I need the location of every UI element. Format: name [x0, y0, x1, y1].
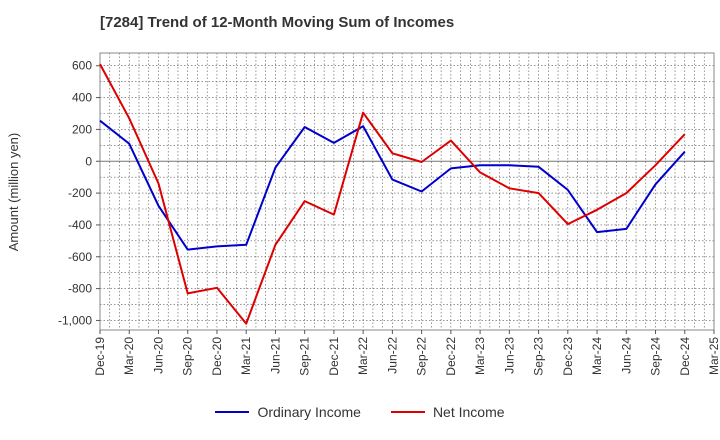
- y-tick-label: -1,000: [58, 313, 92, 327]
- x-tick-label: Sep-21: [298, 337, 312, 376]
- x-tick-label: Sep-20: [181, 337, 195, 376]
- x-tick-label: Jun-21: [268, 337, 282, 374]
- legend-label: Net Income: [432, 404, 505, 420]
- x-tick-label: Mar-20: [122, 337, 136, 375]
- legend-item-1: Ordinary Income: [215, 404, 361, 420]
- x-tick-label: Mar-25: [707, 337, 720, 375]
- x-tick-label: Sep-22: [415, 337, 429, 376]
- x-tick-label: Sep-24: [649, 337, 663, 376]
- y-tick-label: -800: [68, 282, 92, 296]
- x-tick-label: Mar-24: [590, 337, 604, 375]
- x-tick-label: Dec-20: [210, 337, 224, 376]
- x-tick-label: Jun-22: [385, 337, 399, 374]
- x-tick-label: Jun-24: [619, 337, 633, 374]
- y-axis-title: Amount (million yen): [6, 133, 21, 252]
- x-tick-label: Sep-23: [532, 337, 546, 376]
- plot-frame: [99, 52, 715, 331]
- y-tick-label: 200: [72, 122, 92, 136]
- chart-title: [7284] Trend of 12-Month Moving Sum of I…: [100, 14, 455, 31]
- series-line-2: [99, 63, 686, 325]
- legend-swatch: [215, 411, 250, 413]
- x-tick-label: Dec-21: [327, 337, 341, 376]
- x-tick-label: Dec-24: [678, 337, 692, 376]
- x-tick-label: Mar-22: [356, 337, 370, 375]
- y-tick-label: -400: [68, 218, 92, 232]
- y-tick-label: 600: [72, 59, 92, 73]
- y-tick-label: -600: [68, 250, 92, 264]
- x-tick-label: Dec-19: [93, 337, 107, 376]
- legend-item-2: Net Income: [390, 404, 505, 420]
- y-tick-label: 0: [85, 154, 92, 168]
- x-tick-label: Mar-21: [239, 337, 253, 375]
- x-tick-label: Dec-23: [561, 337, 575, 376]
- y-tick-label: -200: [68, 186, 92, 200]
- plot-background: [100, 53, 714, 330]
- x-tick-label: Mar-23: [473, 337, 487, 375]
- legend-label: Ordinary Income: [257, 404, 361, 420]
- series-line-1: [99, 119, 686, 251]
- x-tick-label: Dec-22: [444, 337, 458, 376]
- y-tick-label: 400: [72, 91, 92, 105]
- legend: Ordinary Income Net Income: [0, 404, 720, 420]
- x-tick-label: Jun-20: [151, 337, 165, 374]
- legend-swatch: [390, 411, 425, 413]
- x-tick-label: Jun-23: [502, 337, 516, 374]
